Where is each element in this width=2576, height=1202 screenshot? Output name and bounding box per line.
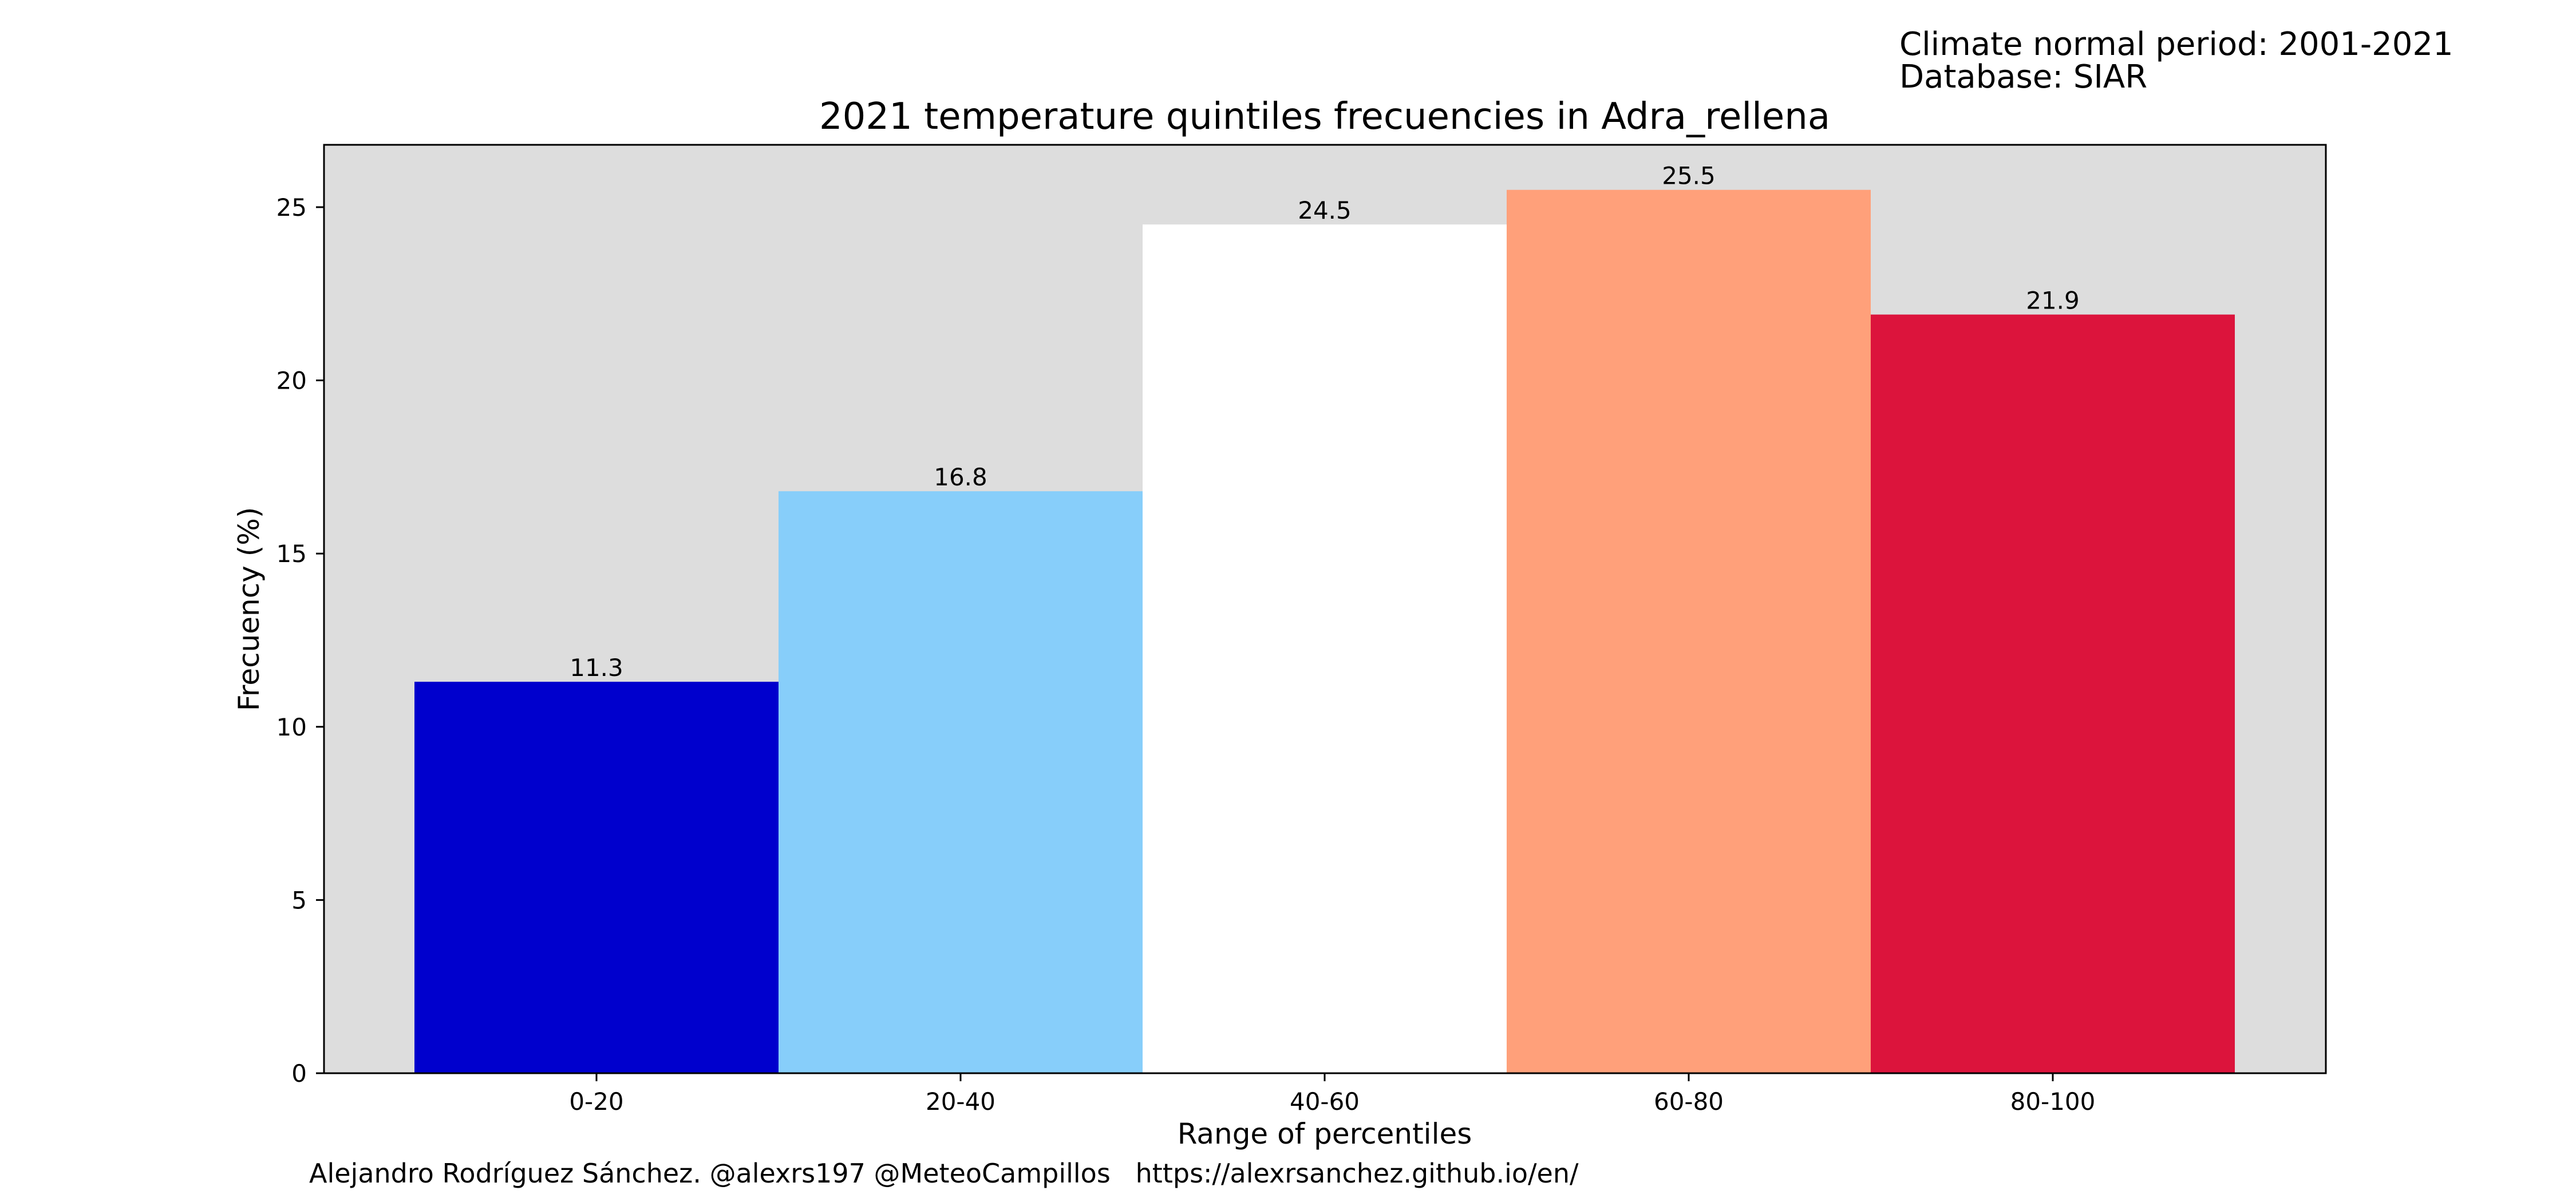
- bar-20-40: [779, 491, 1143, 1073]
- bar-value-label: 16.8: [934, 463, 987, 491]
- y-tick-label: 20: [276, 367, 307, 395]
- x-tick-label: 80-100: [2010, 1088, 2096, 1116]
- x-tick-label: 0-20: [569, 1088, 623, 1116]
- y-tick-label: 15: [276, 540, 307, 568]
- footer-credits: Alejandro Rodríguez Sánchez. @alexrs197 …: [309, 1158, 1579, 1189]
- bar-0-20: [414, 682, 779, 1073]
- x-tick-label: 20-40: [926, 1088, 995, 1116]
- y-tick-label: 25: [276, 193, 307, 222]
- bar-40-60: [1143, 224, 1507, 1073]
- y-axis-label: Frecuency (%): [232, 507, 266, 711]
- bar-value-label: 25.5: [1662, 162, 1716, 190]
- climate-period: Climate normal period: 2001-2021: [1899, 26, 2453, 63]
- y-tick-label: 5: [291, 886, 307, 914]
- bar-60-80: [1507, 189, 1871, 1074]
- bar-value-label: 21.9: [2026, 287, 2080, 315]
- bar-value-label: 24.5: [1298, 196, 1352, 224]
- bar-value-label: 11.3: [570, 654, 623, 682]
- x-tick-label: 40-60: [1290, 1088, 1360, 1116]
- bar-80-100: [1871, 314, 2235, 1073]
- y-tick-label: 0: [291, 1059, 307, 1088]
- chart-title: 2021 temperature quintiles frecuencies i…: [819, 96, 1830, 138]
- database-label: Database: SIAR: [1899, 58, 2147, 96]
- y-tick-label: 10: [276, 713, 307, 741]
- x-axis-label: Range of percentiles: [1178, 1117, 1472, 1150]
- x-tick-label: 60-80: [1654, 1088, 1724, 1116]
